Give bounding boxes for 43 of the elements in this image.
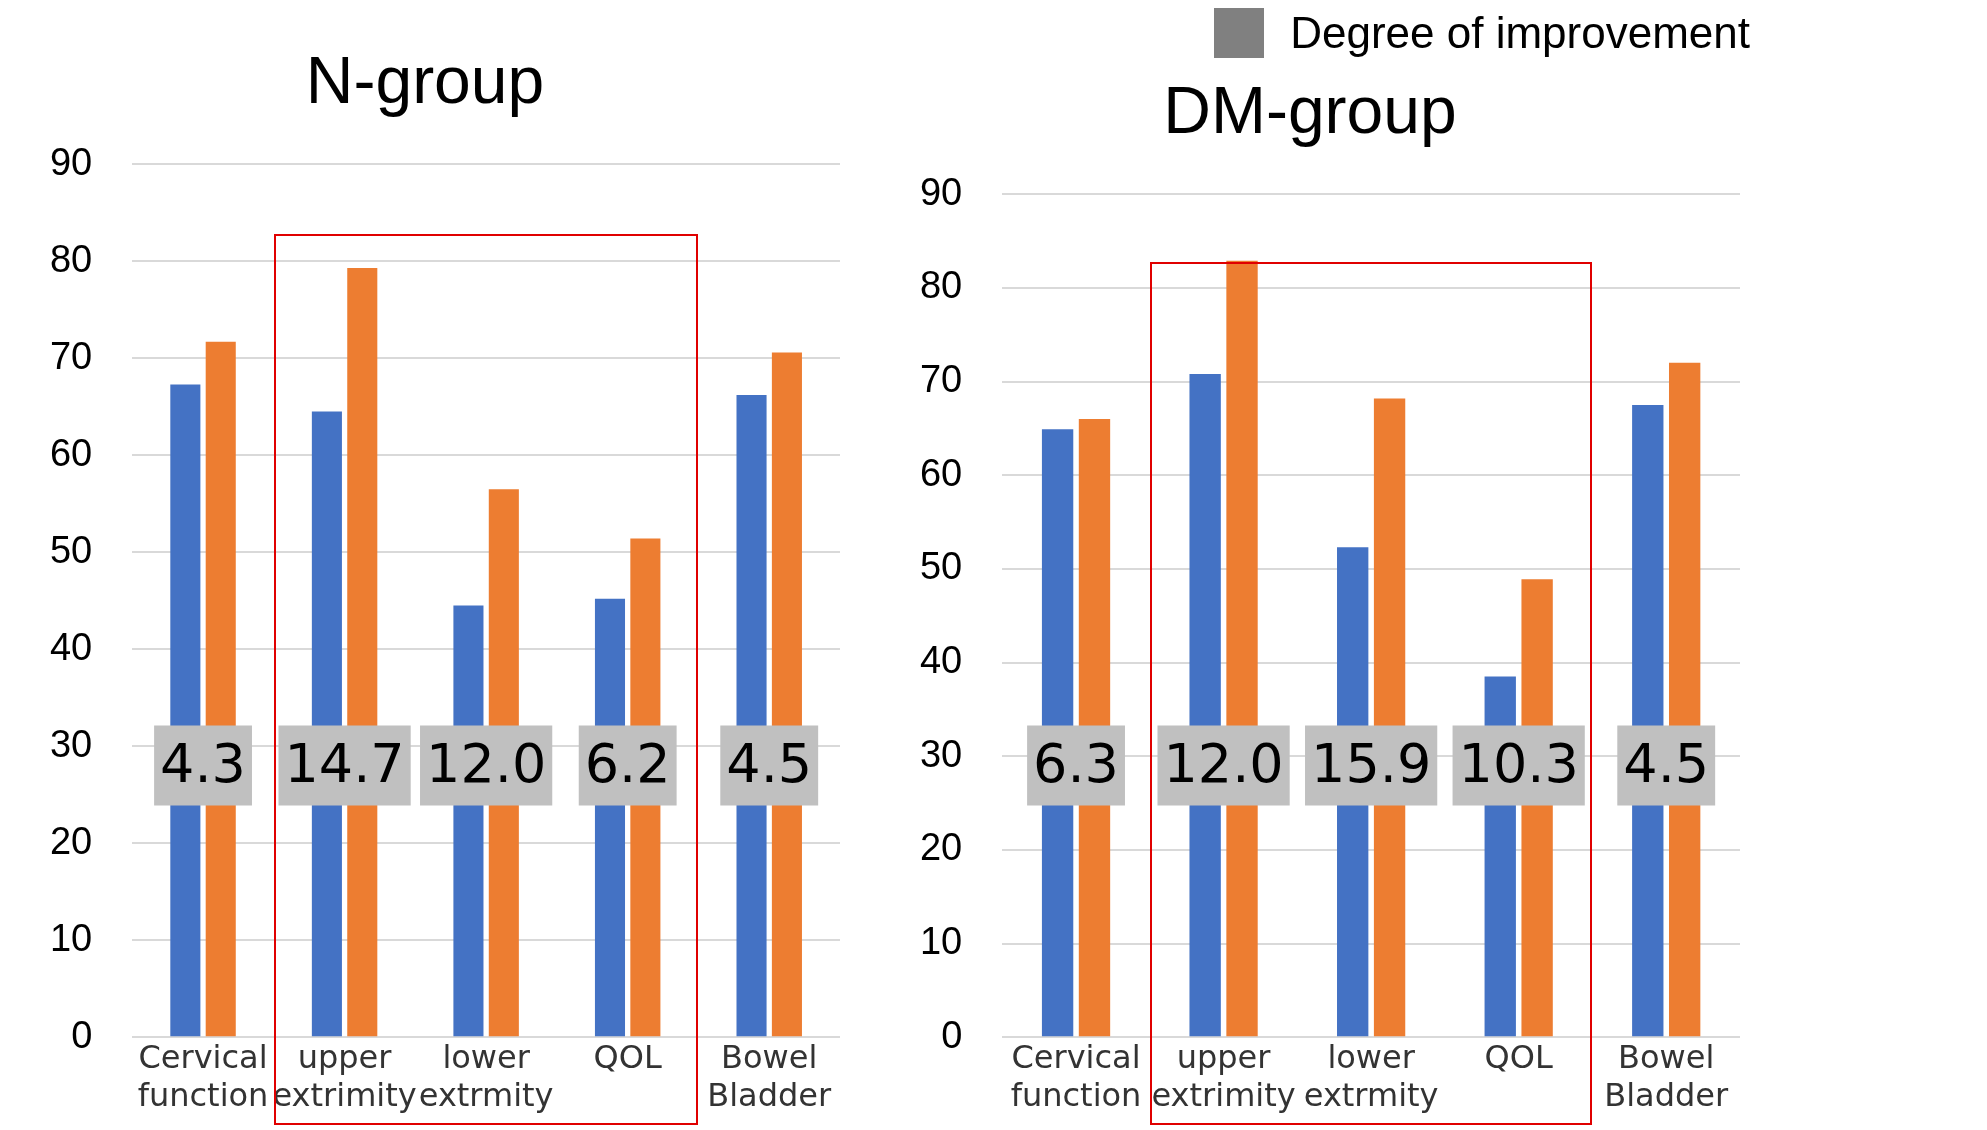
y-tick-label: 0 — [71, 1013, 93, 1056]
legend-title: Degree of improvement — [1290, 8, 1750, 58]
x-tick-label: Cervical function — [137, 1037, 269, 1115]
annotation: 15.9 — [1311, 731, 1432, 795]
annotation: 4.5 — [726, 731, 813, 795]
annotation: 4.3 — [160, 731, 246, 795]
y-tick-label: 90 — [919, 170, 963, 213]
y-tick-label: 50 — [919, 545, 963, 588]
x-tick-label: Cervical function — [1010, 1037, 1142, 1115]
x-tick-label: Bowel Bladder — [1604, 1037, 1730, 1115]
y-tick-label: 20 — [49, 819, 93, 862]
annotation: 6.3 — [1033, 731, 1119, 795]
annotation: 12.0 — [1163, 731, 1284, 795]
y-tick-label: 0 — [941, 1013, 963, 1056]
y-tick-label: 40 — [49, 625, 93, 668]
y-tick-label: 30 — [49, 722, 93, 765]
y-tick-label: 80 — [919, 264, 963, 307]
y-tick-label: 40 — [919, 639, 963, 682]
annotation: 14.7 — [284, 731, 405, 795]
annotation: 6.2 — [584, 731, 671, 795]
chart-title: N-group — [305, 42, 545, 117]
x-tick-label: lower extrmity — [418, 1037, 554, 1115]
y-tick-label: 20 — [919, 826, 963, 869]
annotation: 4.5 — [1623, 731, 1710, 795]
x-tick-label: QOL — [1484, 1037, 1553, 1076]
y-tick-label: 70 — [919, 358, 963, 401]
annotation: 12.0 — [426, 731, 547, 795]
x-tick-label: upper extrimity — [1151, 1037, 1296, 1115]
annotation: 10.3 — [1458, 731, 1579, 795]
x-tick-label: QOL — [593, 1037, 662, 1076]
y-tick-label: 60 — [919, 451, 963, 494]
x-tick-label: lower extrmity — [1303, 1037, 1439, 1115]
y-tick-label: 10 — [919, 920, 963, 963]
y-tick-label: 60 — [49, 431, 93, 474]
y-tick-label: 90 — [49, 140, 93, 183]
y-tick-label: 70 — [49, 334, 93, 377]
y-tick-label: 50 — [49, 528, 93, 571]
y-tick-label: 80 — [49, 237, 93, 280]
x-tick-label: upper extrimity — [272, 1037, 417, 1115]
chart-title: DM-group — [1163, 72, 1457, 147]
x-tick-label: Bowel Bladder — [707, 1037, 833, 1115]
y-tick-label: 10 — [49, 916, 93, 959]
y-tick-label: 30 — [919, 732, 963, 775]
